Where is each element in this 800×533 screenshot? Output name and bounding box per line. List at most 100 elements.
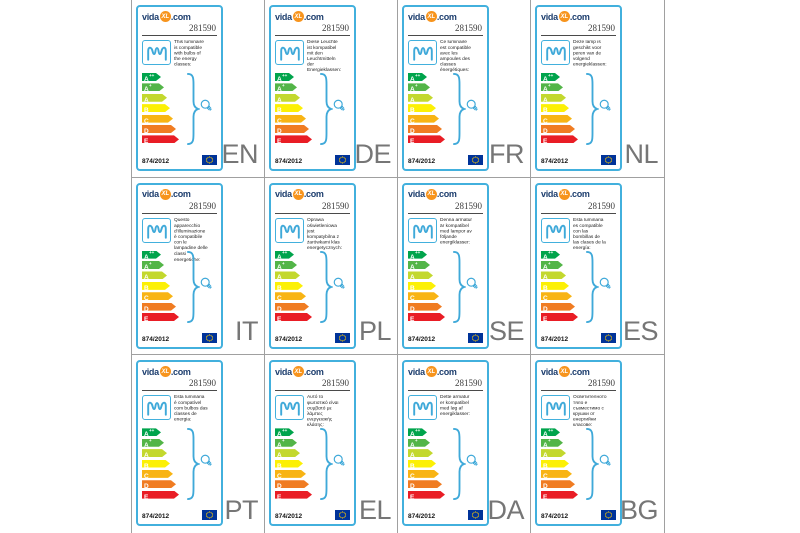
- label-cell: vida XL .com 281590 Deze lamp is geschik…: [531, 0, 664, 178]
- curly-brace-icon: [453, 428, 466, 501]
- energy-class-arrow-C: C: [541, 292, 572, 300]
- label-description: Denna armatur är kompatibel med lampor a…: [440, 217, 473, 246]
- wave-luminaire-icon: [545, 402, 566, 416]
- logo-xl-circle: XL: [558, 11, 570, 22]
- regulation-number: 874/2012: [142, 513, 170, 521]
- energy-class-arrows: A++ A+ A B C D E: [541, 251, 616, 321]
- label-cell: vida XL .com 281590 Dette armatur er kom…: [398, 355, 531, 533]
- eu-flag-icon: [601, 155, 616, 165]
- energy-class-arrow-C: C: [541, 470, 572, 478]
- product-number: 281590: [142, 201, 217, 214]
- energy-class-arrow-D: D: [408, 303, 442, 311]
- energy-scale: A++ A+ A B C D E: [142, 251, 217, 323]
- label-footer: 874/2012: [275, 155, 350, 165]
- wave-luminaire-icon: [279, 224, 300, 239]
- energy-class-arrows: A++ A+ A B C D E: [275, 73, 350, 143]
- curly-brace-icon: [586, 428, 599, 501]
- energy-class-arrows: A++ A+ A B C D E: [142, 251, 217, 321]
- label-description: This luminaire is compatible with bulbs …: [174, 40, 204, 68]
- curly-brace-icon: [187, 250, 200, 323]
- eu-flag-icon: [468, 510, 483, 521]
- energy-class-arrow-D: D: [408, 125, 442, 133]
- label-footer: 874/2012: [408, 155, 483, 165]
- logo-xl-circle: XL: [425, 366, 437, 378]
- energy-class-arrow-A: A: [408, 449, 433, 457]
- energy-class-arrow-E: E: [275, 313, 312, 321]
- energy-class-arrow-A+: A+: [275, 83, 297, 91]
- luminaire-icon-box: [275, 395, 304, 421]
- logo-text-vida: vida: [275, 189, 292, 200]
- energy-class-arrow-B: B: [408, 282, 436, 290]
- label-info-row: Αυτό το φωτιστικό είναι συμβατό με λάμπε…: [275, 395, 350, 429]
- energy-class-arrow-C: C: [142, 470, 173, 478]
- label-cell: vida XL .com 281590 Esta luminaria es co…: [531, 177, 664, 356]
- label-footer: 874/2012: [541, 155, 616, 165]
- language-code: DA: [487, 495, 524, 525]
- energy-label-card: vida XL .com 281590 Questo apparecchio d…: [136, 182, 223, 349]
- energy-class-arrow-A++: A++: [142, 73, 161, 81]
- product-number: 281590: [408, 378, 483, 392]
- product-number: 281590: [142, 378, 217, 392]
- logo-xl-circle: XL: [159, 366, 171, 378]
- energy-class-arrow-A++: A++: [275, 251, 294, 259]
- label-cell: vida XL .com 281590 Осветителното тяло е…: [531, 355, 664, 533]
- luminaire-icon-box: [142, 40, 171, 65]
- energy-label-card: vida XL .com 281590 Diese Leuchte ist ko…: [269, 5, 356, 171]
- label-cell: vida XL .com 281590 Αυτό το φωτιστικό εί…: [265, 355, 398, 533]
- label-info-row: Esta luminaria es compatible con las bom…: [541, 217, 616, 251]
- energy-class-arrow-B: B: [142, 460, 170, 468]
- curly-brace-icon: [453, 73, 466, 145]
- energy-class-arrows: A++ A+ A B C D E: [142, 73, 217, 143]
- energy-label-card: vida XL .com 281590 Esta luminaria es co…: [535, 182, 622, 349]
- luminaire-icon-box: [541, 395, 570, 421]
- product-number: 281590: [142, 23, 217, 36]
- wave-luminaire-icon: [545, 224, 566, 239]
- light-bulb-icon: [599, 277, 611, 289]
- label-description: Deze lamp is geschikt voor peren van de …: [573, 40, 607, 68]
- energy-class-arrow-E: E: [541, 491, 578, 499]
- energy-class-arrow-D: D: [142, 480, 176, 488]
- eu-flag-icon: [468, 332, 483, 343]
- logo-text-vida: vida: [142, 366, 159, 377]
- light-bulb-icon: [333, 277, 345, 289]
- logo-xl-circle: XL: [292, 11, 304, 22]
- label-footer: 874/2012: [408, 510, 483, 521]
- label-description: Dette armatur er kompatibel med løg af e…: [440, 395, 470, 418]
- label-info-row: Oprawa oświetleniowa jest kompatybilna z…: [275, 217, 350, 251]
- energy-class-arrow-A++: A++: [408, 251, 427, 259]
- logo-text-vida: vida: [275, 366, 292, 377]
- logo-text-com: .com: [569, 189, 590, 200]
- label-cell: vida XL .com 281590 This luminaire is co…: [132, 0, 265, 178]
- eu-flag-icon: [601, 510, 616, 521]
- energy-class-arrow-A+: A+: [142, 439, 164, 447]
- logo-xl-circle: XL: [425, 188, 437, 200]
- energy-label-card: vida XL .com 281590 Αυτό το φωτιστικό εί…: [269, 360, 356, 527]
- eu-flag-icon: [601, 332, 616, 343]
- energy-class-arrow-A+: A+: [541, 439, 563, 447]
- label-description: Αυτό το φωτιστικό είναι συμβατό με λάμπε…: [307, 395, 339, 429]
- wave-luminaire-icon: [412, 224, 433, 239]
- logo-text-vida: vida: [275, 11, 292, 22]
- logo-text-com: .com: [303, 366, 324, 377]
- light-bulb-icon: [200, 99, 212, 111]
- energy-class-arrows: A++ A+ A B C D E: [142, 428, 217, 498]
- vidaxl-logo: vida XL .com: [275, 366, 350, 378]
- energy-class-arrow-A: A: [275, 271, 300, 279]
- energy-class-arrow-D: D: [541, 303, 575, 311]
- vidaxl-logo: vida XL .com: [142, 188, 217, 200]
- regulation-number: 874/2012: [541, 158, 569, 165]
- energy-class-arrow-A+: A+: [275, 439, 297, 447]
- label-footer: 874/2012: [408, 332, 483, 343]
- energy-class-arrow-B: B: [408, 104, 436, 112]
- logo-text-com: .com: [170, 11, 191, 22]
- vidaxl-logo: vida XL .com: [541, 188, 616, 200]
- label-cell: vida XL .com 281590 Esta luminária é com…: [132, 355, 265, 533]
- energy-class-arrow-A+: A+: [541, 83, 563, 91]
- label-info-row: Осветителното тяло е съвместимо с крушки…: [541, 395, 616, 428]
- energy-class-arrow-C: C: [142, 115, 173, 123]
- language-code: BG: [619, 495, 659, 525]
- energy-class-arrow-A++: A++: [541, 251, 560, 259]
- vidaxl-logo: vida XL .com: [541, 366, 616, 378]
- vidaxl-logo: vida XL .com: [408, 188, 483, 200]
- language-code: EL: [358, 495, 392, 525]
